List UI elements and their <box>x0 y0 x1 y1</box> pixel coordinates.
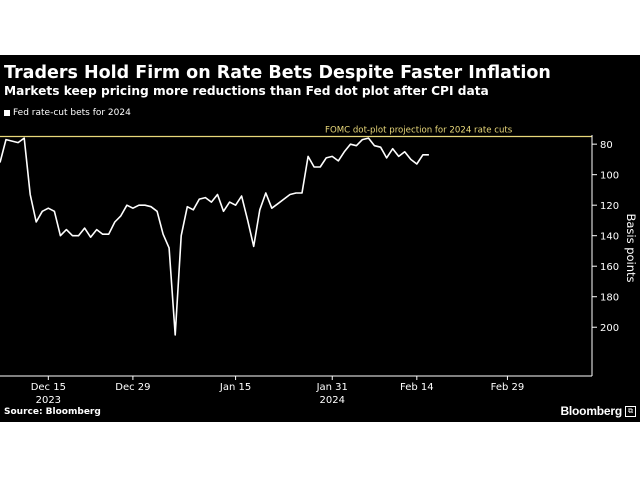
x-tick-label: Dec 29 <box>115 382 150 393</box>
y-axis: 80 100 120 140 160 180 200 Basis points <box>591 135 638 376</box>
x-tick-label: Dec 15 <box>31 382 66 393</box>
legend-swatch <box>4 110 10 116</box>
y-tick-label: 80 <box>600 140 613 151</box>
series-line-0 <box>0 137 429 336</box>
series-group <box>0 137 429 336</box>
x-tick-label: Feb 14 <box>400 382 434 393</box>
source-note: Source: Bloomberg <box>4 407 101 417</box>
bloomberg-logo: Bloomberg ⧉ <box>560 404 636 418</box>
y-tick-label: 180 <box>600 293 619 304</box>
x-year-label: 2024 <box>320 395 345 406</box>
y-tick-label: 100 <box>600 171 619 182</box>
y-tick-label: 160 <box>600 262 619 273</box>
y-axis-label: Basis points <box>624 213 638 282</box>
x-axis: Dec 15 Dec 29 Jan 15 Jan 31 Feb 14 Feb 29 2023… <box>0 375 592 406</box>
y-tick-label: 200 <box>600 323 619 334</box>
x-year-label: 2023 <box>36 395 61 406</box>
legend-label: Fed rate-cut bets for 2024 <box>13 108 131 118</box>
x-tick-label: Jan 31 <box>316 382 348 393</box>
brand-mark-icon: ⧉ <box>625 405 636 417</box>
reference-line-label: FOMC dot-plot projection for 2024 rate c… <box>325 126 513 136</box>
chart-panel <box>0 55 640 422</box>
legend: Fed rate-cut bets for 2024 <box>4 108 131 118</box>
x-tick-label: Feb 29 <box>491 382 525 393</box>
y-tick-label: 120 <box>600 201 619 212</box>
reference-line-group: FOMC dot-plot projection for 2024 rate c… <box>0 126 592 138</box>
y-tick-label: 140 <box>600 232 619 243</box>
brand-name: Bloomberg <box>560 404 622 418</box>
x-tick-label: Jan 15 <box>219 382 251 393</box>
chart-subtitle: Markets keep pricing more reductions tha… <box>4 84 489 98</box>
chart-title: Traders Hold Firm on Rate Bets Despite F… <box>4 63 551 83</box>
